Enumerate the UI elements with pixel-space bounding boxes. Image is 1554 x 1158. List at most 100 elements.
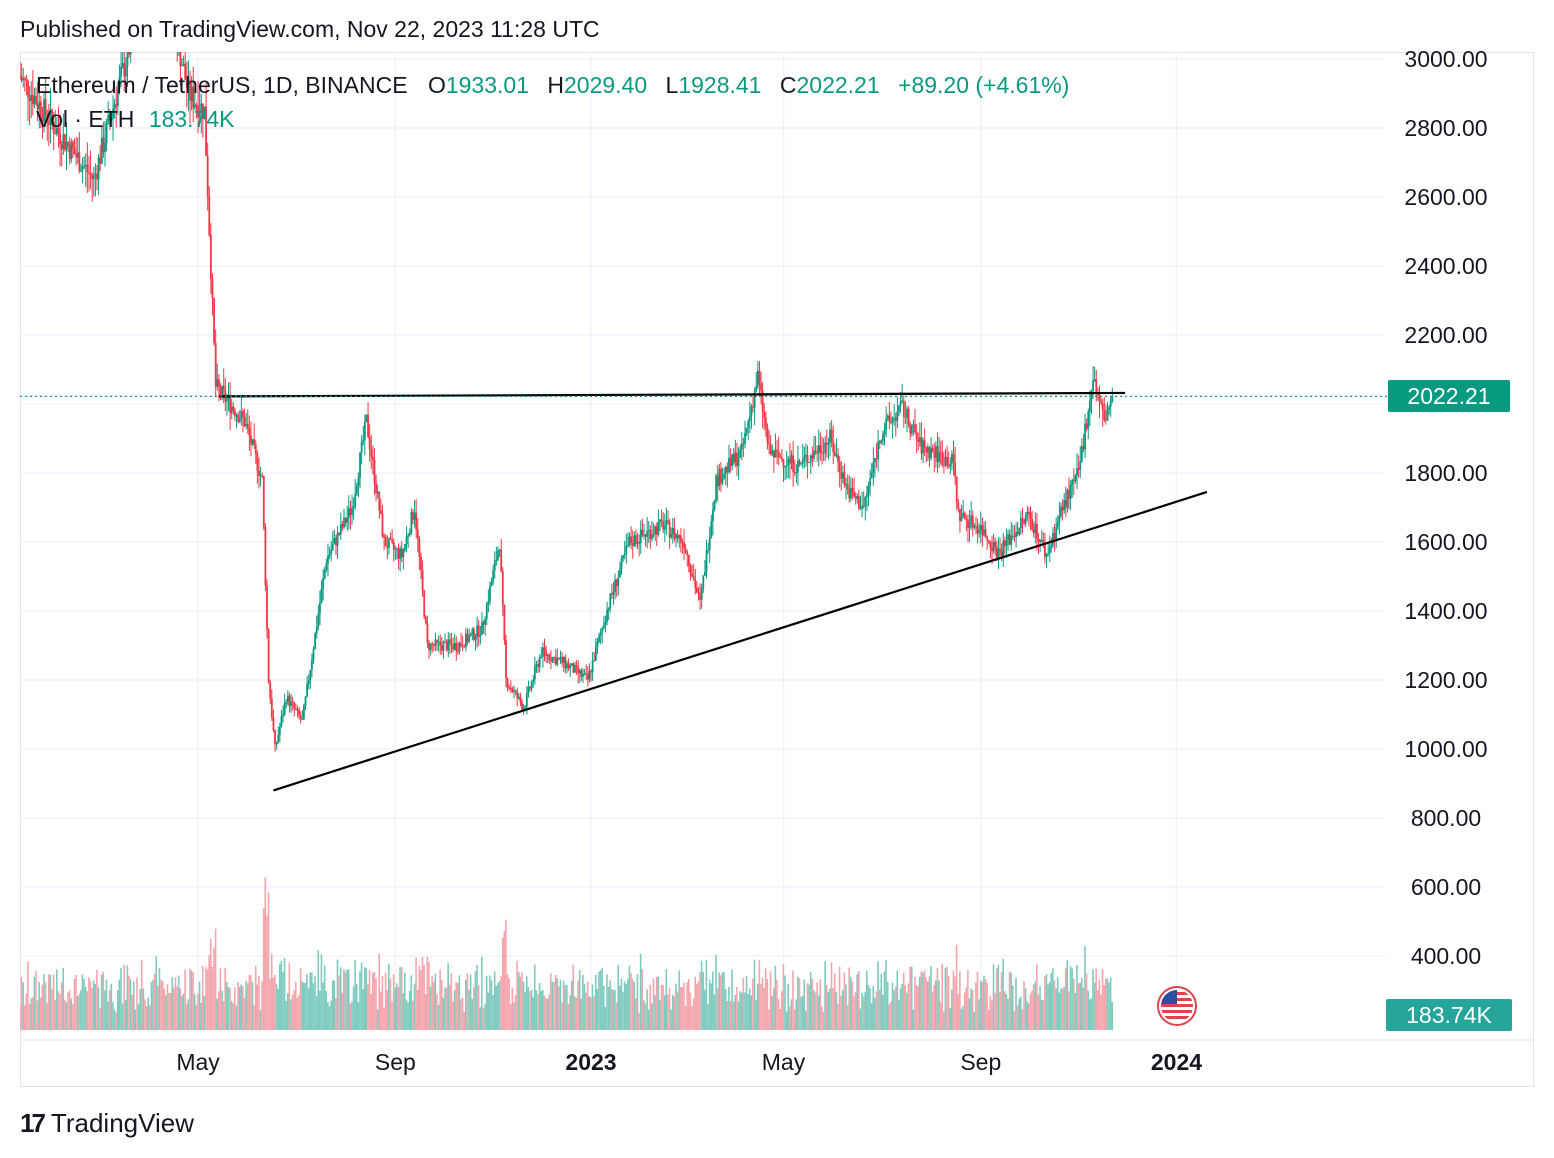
volume-bar [787, 983, 790, 1030]
volume-bar [639, 953, 642, 1030]
volume-bar [70, 998, 73, 1030]
volume-bar [1021, 1009, 1024, 1030]
candle-body [431, 643, 434, 645]
candle-body [984, 529, 987, 538]
candle-body [508, 687, 511, 689]
candle-body [458, 643, 461, 652]
candle-body [833, 452, 836, 456]
volume-bar [854, 992, 857, 1030]
candle-body [293, 703, 296, 709]
candle-body [697, 591, 700, 594]
candles-group [20, 0, 1114, 1030]
volume-bar [44, 982, 47, 1030]
us-flag-icon[interactable] [1157, 986, 1197, 1026]
volume-bar [830, 962, 833, 1030]
candle-body [742, 443, 745, 445]
volume-bar [270, 953, 273, 1030]
volume-bar [192, 972, 194, 1030]
candle-body [328, 554, 331, 556]
candle-body [20, 76, 23, 81]
candle-body [578, 670, 581, 674]
volume-bar [88, 977, 90, 1030]
candle-body [923, 440, 926, 448]
candle-body [290, 701, 292, 707]
volume-bar [367, 984, 369, 1030]
candle-body [167, 0, 169, 5]
volume-bar [373, 972, 376, 1030]
volume-bar [203, 996, 206, 1030]
y-tick-label: 2800.00 [1404, 115, 1487, 141]
candle-body [525, 693, 528, 707]
volume-bar [121, 1003, 124, 1030]
candle-body [594, 646, 597, 661]
candle-body [396, 548, 398, 550]
candle-body [335, 537, 337, 546]
volume-bar [238, 986, 241, 1030]
candle-body [530, 681, 533, 689]
candle-body [1055, 527, 1058, 540]
candle-body [715, 475, 718, 500]
volume-bar [80, 990, 82, 1030]
candle-body [832, 441, 835, 453]
candle-body [131, 28, 133, 33]
candle-body [105, 122, 108, 143]
candle-body [540, 656, 543, 658]
candle-body [62, 134, 65, 150]
volume-bar [386, 989, 389, 1030]
candle-body [168, 5, 170, 12]
volume-bar [660, 984, 663, 1030]
volume-bar [1037, 995, 1040, 1030]
candle-body [514, 690, 517, 692]
volume-bar [740, 992, 743, 1030]
volume-bar [368, 970, 371, 1030]
volume-bar [309, 972, 312, 1030]
candle-body [1008, 534, 1011, 545]
volume-bar [561, 1002, 563, 1030]
candle-body [498, 549, 501, 552]
candle-body [679, 535, 682, 543]
candle-body [195, 104, 198, 106]
volume-bar [957, 993, 960, 1030]
volume-bar [1052, 968, 1054, 1030]
volume-bar [753, 959, 756, 1030]
candle-body [360, 441, 363, 453]
volume-bar [880, 973, 883, 1030]
volume-bar [671, 995, 674, 1030]
x-tick-label: 2024 [1151, 1049, 1202, 1075]
candle-body [1093, 379, 1096, 381]
volume-bar [681, 987, 684, 1030]
candle-body [737, 457, 740, 467]
volume-bar [689, 992, 692, 1030]
volume-bar [938, 980, 940, 1030]
candle-body [309, 669, 312, 681]
candle-body [317, 613, 320, 628]
volume-bar [601, 967, 603, 1030]
candle-body [1100, 401, 1102, 404]
tradingview-logo[interactable]: 17 TradingView [20, 1108, 194, 1139]
candle-body [124, 66, 127, 77]
volume-bar [837, 1003, 839, 1030]
candle-body [193, 104, 196, 108]
volume-bar [1013, 1010, 1016, 1030]
low-label: L [665, 72, 679, 98]
volume-bar [772, 988, 775, 1030]
symbol-label[interactable]: Ethereum / TetherUS, 1D, BINANCE [36, 72, 408, 98]
volume-label[interactable]: Vol · ETH [36, 106, 135, 132]
volume-bar [166, 984, 169, 1030]
candle-body [726, 466, 729, 472]
volume-bar [211, 967, 214, 1030]
volume-bar [355, 983, 358, 1030]
candle-body [479, 634, 482, 637]
volume-bar [572, 964, 575, 1030]
volume-bar [86, 991, 89, 1030]
volume-bar [304, 982, 307, 1030]
candle-body [490, 581, 493, 586]
candle-body [598, 635, 600, 642]
candle-body [1026, 512, 1029, 516]
volume-bar [843, 972, 846, 1030]
candle-body [893, 417, 896, 419]
volume-bar [39, 997, 42, 1030]
candle-body [1029, 512, 1032, 519]
candle-body [867, 485, 870, 494]
